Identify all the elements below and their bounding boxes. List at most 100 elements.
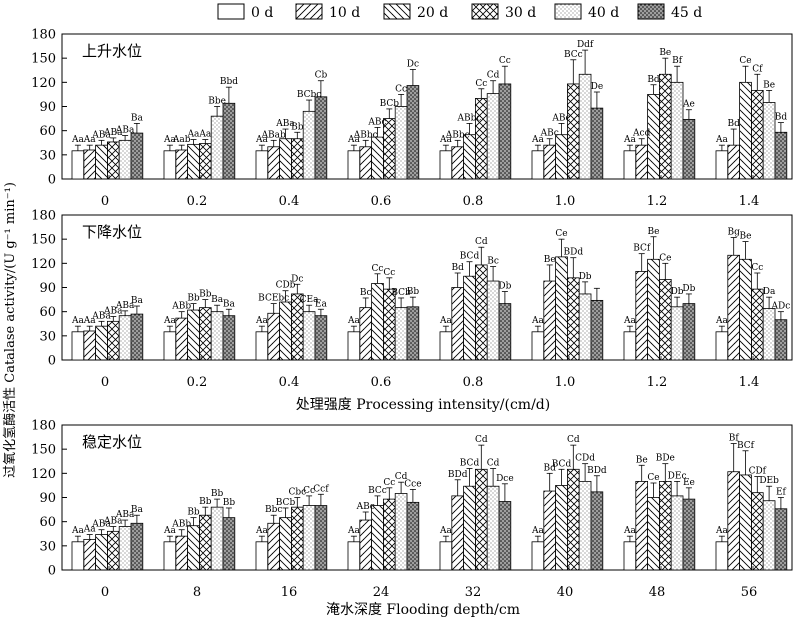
data-label: Be — [740, 232, 752, 242]
data-label: BCbc — [297, 90, 321, 100]
x-tick-label: 40 — [557, 585, 574, 600]
data-label: Bg — [728, 228, 741, 238]
panel-title: 下降水位 — [82, 223, 142, 241]
data-label: Aa — [255, 526, 268, 536]
x-tick-label: 0 — [101, 375, 109, 390]
y-axis-label: 过氧化氢酶活性 Catalase activity/(U g⁻¹ min⁻¹) — [2, 182, 18, 478]
bar — [118, 315, 132, 361]
data-label: Aa — [71, 316, 84, 326]
bar — [83, 330, 97, 361]
bar — [739, 81, 752, 180]
bar — [498, 501, 512, 571]
data-label: Be — [544, 255, 556, 265]
legend: 0 d 10 d 20 d 30 d 40 d 45 d — [217, 3, 702, 21]
bar — [210, 115, 224, 180]
bar — [394, 106, 408, 180]
bar — [175, 535, 189, 571]
x-axis-title: 淹水深度 Flooding depth/cm — [326, 602, 520, 618]
bar — [347, 331, 361, 361]
panel-title: 稳定水位 — [82, 433, 142, 451]
data-label: Bc — [360, 288, 372, 298]
x-tick-label: 1.0 — [555, 194, 576, 209]
legend-item-1: 10 d — [295, 3, 360, 21]
bar — [463, 485, 476, 571]
data-label: Aa — [715, 316, 728, 326]
bar — [187, 525, 200, 571]
data-label: Ccf — [313, 484, 329, 494]
legend-label: 30 d — [505, 5, 536, 21]
data-label: Bb — [199, 290, 212, 300]
bar — [543, 490, 556, 571]
y-tick-label: 180 — [31, 28, 56, 43]
bar — [670, 306, 684, 361]
bar — [382, 118, 396, 180]
bar — [555, 256, 568, 361]
data-label: Cd — [487, 459, 500, 469]
data-label: Aa — [163, 316, 176, 326]
data-label: DEb — [759, 476, 779, 486]
bar — [727, 144, 740, 180]
bar — [371, 505, 384, 571]
bar — [578, 73, 592, 180]
data-label: Ea — [315, 299, 328, 309]
data-label: Bb — [407, 287, 420, 297]
y-tick-label: 150 — [31, 443, 56, 458]
y-tick-label: 0 — [48, 173, 56, 188]
x-tick-label: 0.8 — [463, 375, 484, 390]
bar — [451, 146, 464, 180]
legend-swatch — [637, 3, 665, 20]
legend-swatch — [471, 3, 499, 20]
data-label: Bbc — [265, 505, 282, 515]
bar — [543, 280, 556, 361]
data-label: ABbc — [353, 130, 378, 140]
bar — [751, 89, 764, 180]
x-tick-label: 1.2 — [647, 194, 668, 209]
bar — [163, 541, 177, 571]
data-label: Bf — [729, 434, 740, 444]
bar — [762, 102, 776, 180]
bar — [670, 81, 684, 180]
legend-item-2: 20 d — [383, 3, 448, 21]
data-label: BDd — [448, 470, 468, 480]
bar — [623, 150, 637, 180]
x-tick-label: 0.8 — [463, 194, 484, 209]
legend-item-5: 45 d — [637, 3, 702, 21]
bar — [567, 277, 580, 361]
bar — [486, 280, 500, 361]
bar — [498, 83, 512, 180]
data-label: Aa — [163, 526, 176, 536]
data-label: ABa — [103, 128, 123, 138]
data-label: Bb — [291, 122, 304, 132]
data-label: BCEbc — [258, 294, 289, 304]
bar — [107, 530, 120, 571]
data-label: Cc — [383, 478, 395, 488]
bar — [107, 141, 120, 180]
data-label: Aa — [531, 526, 544, 536]
data-label: Aa — [347, 526, 360, 536]
data-label: ABc — [551, 113, 570, 123]
bar — [555, 485, 568, 571]
data-label: BCf — [737, 441, 755, 451]
x-tick-label: 0.4 — [279, 375, 300, 390]
data-label: CDb — [276, 281, 296, 291]
bar — [279, 301, 292, 361]
data-label: ADc — [771, 302, 791, 312]
data-label: Bb — [187, 294, 200, 304]
bar — [175, 149, 189, 180]
bar — [175, 317, 189, 361]
bar — [302, 110, 316, 180]
bar — [727, 471, 740, 571]
x-tick-label: 24 — [373, 585, 390, 600]
y-tick-label: 60 — [39, 124, 56, 139]
data-label: Cb — [315, 71, 328, 81]
legend-label: 45 d — [671, 5, 702, 21]
data-label: Cd — [487, 71, 500, 81]
bar — [647, 258, 660, 361]
data-label: ABa — [103, 517, 123, 527]
bar — [130, 522, 144, 571]
data-label: Dc — [291, 274, 303, 284]
bar — [83, 149, 97, 180]
data-label: Aa — [83, 316, 96, 326]
bar — [463, 275, 476, 361]
data-label: Cc — [499, 56, 511, 66]
